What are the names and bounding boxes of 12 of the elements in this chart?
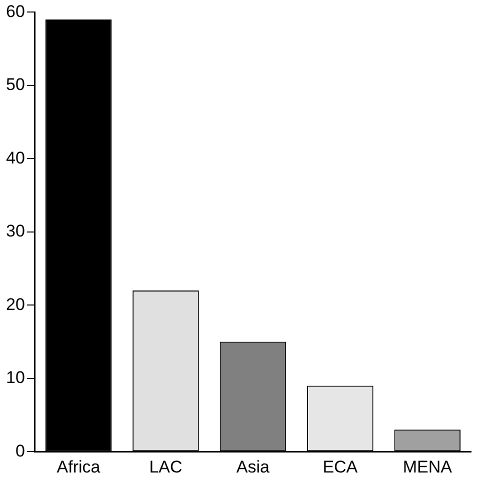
x-tick-label: LAC [149,457,182,476]
y-tick-label: 10 [6,368,25,388]
x-tick-label: MENA [402,457,453,476]
x-tick-label: Africa [56,457,101,476]
y-tick-label: 30 [6,222,25,241]
x-tick-label: ECA [322,457,358,476]
y-tick-label: 40 [6,148,25,168]
y-tick-label: 50 [6,75,25,94]
y-tick-label: 20 [6,294,25,314]
y-tick-label: 60 [6,2,25,21]
x-tick-label: Asia [236,457,270,476]
y-tick-label: 0 [15,441,25,460]
